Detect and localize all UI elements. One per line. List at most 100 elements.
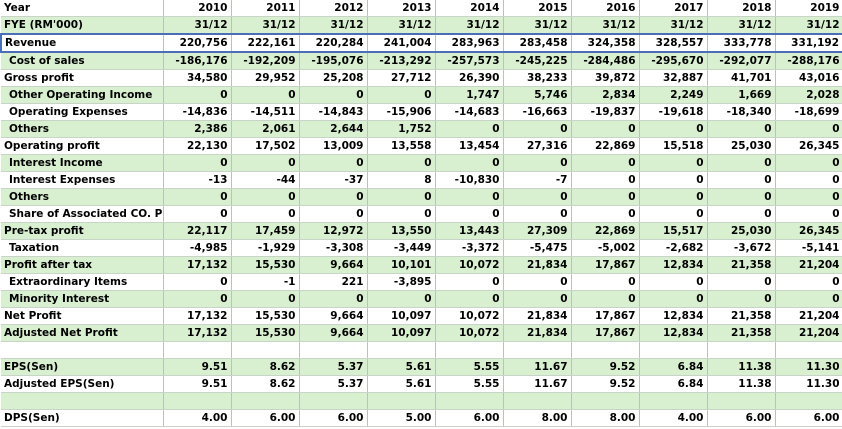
value-cell[interactable]: -192,209 bbox=[231, 52, 300, 70]
value-cell[interactable]: -19,618 bbox=[639, 103, 708, 121]
value-cell[interactable]: 2,834 bbox=[571, 86, 640, 104]
value-cell[interactable] bbox=[775, 392, 842, 410]
row-label-cell[interactable]: Net Profit bbox=[1, 307, 164, 325]
value-cell[interactable]: 21,834 bbox=[503, 324, 572, 342]
value-cell[interactable]: 1,747 bbox=[435, 86, 504, 104]
value-cell[interactable]: -13 bbox=[163, 171, 232, 189]
value-cell[interactable]: 15,518 bbox=[639, 137, 708, 155]
value-cell[interactable]: 1,669 bbox=[707, 86, 776, 104]
value-cell[interactable]: -245,225 bbox=[503, 52, 572, 70]
value-cell[interactable]: -44 bbox=[231, 171, 300, 189]
value-cell[interactable]: -3,372 bbox=[435, 239, 504, 257]
value-cell[interactable]: 12,834 bbox=[639, 307, 708, 325]
value-cell[interactable]: -288,176 bbox=[775, 52, 842, 70]
value-cell[interactable]: 0 bbox=[571, 273, 640, 291]
value-cell[interactable]: 21,358 bbox=[707, 324, 776, 342]
value-cell[interactable]: 0 bbox=[571, 205, 640, 223]
value-cell[interactable]: 0 bbox=[163, 154, 232, 172]
row-label-cell[interactable]: Adjusted EPS(Sen) bbox=[1, 375, 164, 393]
value-cell[interactable]: 6.00 bbox=[231, 409, 300, 427]
value-cell[interactable]: 21,358 bbox=[707, 256, 776, 274]
value-cell[interactable]: 2,249 bbox=[639, 86, 708, 104]
value-cell[interactable]: 41,701 bbox=[707, 69, 776, 87]
year-header-cell[interactable]: 2011 bbox=[231, 0, 300, 17]
value-cell[interactable]: -284,486 bbox=[571, 52, 640, 70]
fye-header-cell[interactable]: 31/12 bbox=[571, 16, 640, 35]
value-cell[interactable]: 0 bbox=[775, 273, 842, 291]
value-cell[interactable]: 4.00 bbox=[163, 409, 232, 427]
value-cell[interactable]: 43,016 bbox=[775, 69, 842, 87]
value-cell[interactable]: 11.67 bbox=[503, 358, 572, 376]
value-cell[interactable]: 0 bbox=[163, 273, 232, 291]
value-cell[interactable]: -1 bbox=[231, 273, 300, 291]
value-cell[interactable]: 2,028 bbox=[775, 86, 842, 104]
value-cell[interactable]: 9,664 bbox=[299, 256, 368, 274]
row-label-cell[interactable]: Interest Income bbox=[1, 154, 164, 172]
value-cell[interactable]: 0 bbox=[775, 205, 842, 223]
value-cell[interactable]: 15,530 bbox=[231, 307, 300, 325]
value-cell[interactable]: 5,746 bbox=[503, 86, 572, 104]
value-cell[interactable]: 4.00 bbox=[639, 409, 708, 427]
value-cell[interactable] bbox=[775, 341, 842, 359]
value-cell[interactable]: 0 bbox=[707, 273, 776, 291]
value-cell[interactable] bbox=[367, 341, 436, 359]
value-cell[interactable]: -186,176 bbox=[163, 52, 232, 70]
value-cell[interactable]: 32,887 bbox=[639, 69, 708, 87]
value-cell[interactable]: 222,161 bbox=[231, 33, 300, 53]
value-cell[interactable]: 11.38 bbox=[707, 358, 776, 376]
value-cell[interactable]: 0 bbox=[435, 273, 504, 291]
value-cell[interactable]: 0 bbox=[707, 120, 776, 138]
value-cell[interactable]: 2,644 bbox=[299, 120, 368, 138]
value-cell[interactable]: 5.37 bbox=[299, 375, 368, 393]
value-cell[interactable]: 283,458 bbox=[503, 33, 572, 53]
value-cell[interactable]: 25,030 bbox=[707, 137, 776, 155]
value-cell[interactable]: 5.61 bbox=[367, 375, 436, 393]
value-cell[interactable] bbox=[503, 392, 572, 410]
row-label-cell[interactable]: Profit after tax bbox=[1, 256, 164, 274]
value-cell[interactable]: 11.30 bbox=[775, 375, 842, 393]
fye-header-cell[interactable]: 31/12 bbox=[435, 16, 504, 35]
value-cell[interactable]: 8.62 bbox=[231, 375, 300, 393]
value-cell[interactable]: 0 bbox=[299, 86, 368, 104]
value-cell[interactable] bbox=[639, 392, 708, 410]
value-cell[interactable]: 0 bbox=[231, 154, 300, 172]
value-cell[interactable]: -257,573 bbox=[435, 52, 504, 70]
row-label-cell[interactable]: DPS(Sen) bbox=[1, 409, 164, 427]
value-cell[interactable]: -14,683 bbox=[435, 103, 504, 121]
value-cell[interactable]: 0 bbox=[367, 188, 436, 206]
value-cell[interactable]: 0 bbox=[707, 154, 776, 172]
value-cell[interactable]: -16,663 bbox=[503, 103, 572, 121]
value-cell[interactable]: -195,076 bbox=[299, 52, 368, 70]
value-cell[interactable]: 25,208 bbox=[299, 69, 368, 87]
year-header-label[interactable]: Year bbox=[1, 0, 164, 17]
value-cell[interactable]: 1,752 bbox=[367, 120, 436, 138]
value-cell[interactable] bbox=[163, 341, 232, 359]
value-cell[interactable]: 0 bbox=[299, 205, 368, 223]
value-cell[interactable]: 5.55 bbox=[435, 358, 504, 376]
value-cell[interactable]: 9.52 bbox=[571, 358, 640, 376]
value-cell[interactable]: -18,699 bbox=[775, 103, 842, 121]
value-cell[interactable]: -292,077 bbox=[707, 52, 776, 70]
value-cell[interactable]: 0 bbox=[503, 290, 572, 308]
value-cell[interactable] bbox=[571, 392, 640, 410]
year-header-cell[interactable]: 2014 bbox=[435, 0, 504, 17]
value-cell[interactable]: 0 bbox=[503, 120, 572, 138]
value-cell[interactable]: 11.67 bbox=[503, 375, 572, 393]
fye-header-cell[interactable]: 31/12 bbox=[707, 16, 776, 35]
value-cell[interactable]: 0 bbox=[367, 86, 436, 104]
value-cell[interactable]: 6.84 bbox=[639, 375, 708, 393]
value-cell[interactable] bbox=[639, 341, 708, 359]
value-cell[interactable]: 241,004 bbox=[367, 33, 436, 53]
value-cell[interactable]: 0 bbox=[231, 86, 300, 104]
value-cell[interactable]: 13,443 bbox=[435, 222, 504, 240]
value-cell[interactable]: 26,345 bbox=[775, 222, 842, 240]
year-header-cell[interactable]: 2010 bbox=[163, 0, 232, 17]
value-cell[interactable]: 0 bbox=[503, 154, 572, 172]
value-cell[interactable]: 15,530 bbox=[231, 256, 300, 274]
value-cell[interactable]: 17,132 bbox=[163, 324, 232, 342]
value-cell[interactable]: 13,558 bbox=[367, 137, 436, 155]
value-cell[interactable]: 17,132 bbox=[163, 307, 232, 325]
value-cell[interactable]: 0 bbox=[571, 290, 640, 308]
value-cell[interactable]: 0 bbox=[775, 188, 842, 206]
value-cell[interactable]: 21,204 bbox=[775, 256, 842, 274]
